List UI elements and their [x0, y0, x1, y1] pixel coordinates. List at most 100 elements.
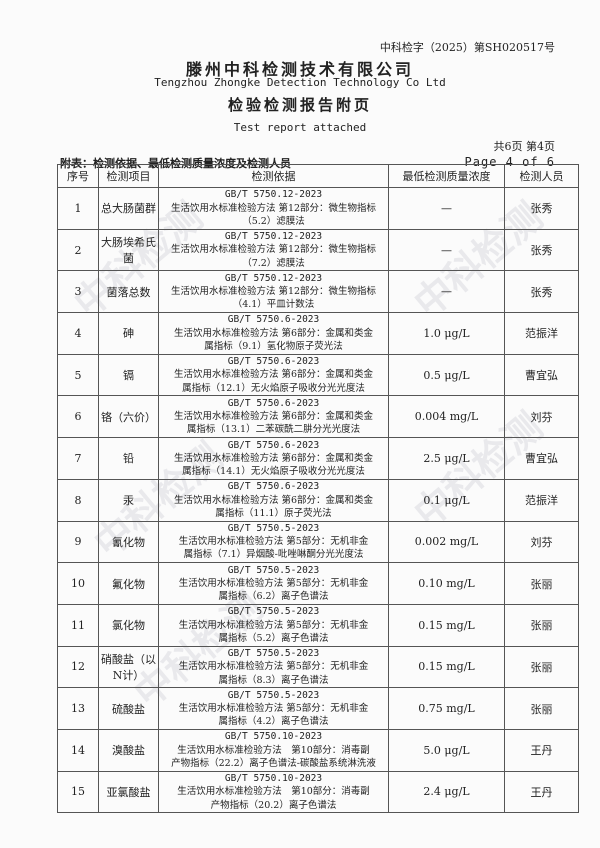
method-line-1: 生活饮用水标准检验方法 第5部分：无机非金 — [178, 536, 369, 548]
test-item: 硫酸盐 — [98, 687, 159, 730]
page-title: 检验检测报告附页 — [227, 96, 372, 114]
method-line-2: 属指标（8.3）离子色谱法 — [218, 674, 329, 686]
detection-limit: 2.5 μg/L — [388, 437, 505, 480]
company-name-en: Tengzhou Zhongke Detection Technology Co… — [154, 76, 446, 89]
table-row: 13 硫酸盐 GB/T 5750.5-2023 生活饮用水标准检验方法 第5部分：无机… — [57, 687, 579, 730]
standard-code: GB/T 5750.5-2023 — [227, 564, 320, 576]
tester: 王丹 — [504, 770, 579, 814]
test-basis: GB/T 5750.5-2023 生活饮用水标准检验方法 第5部分：无机非金 属指标… — [158, 562, 389, 605]
table-row: 6 铬（六价） GB/T 5750.6-2023 生活饮用水标准检验方法 第6部分：金… — [57, 395, 579, 439]
standard-code: GB/T 5750.5-2023 — [227, 689, 320, 701]
tester: 张秀 — [504, 270, 579, 314]
detection-limit: — — [388, 270, 505, 314]
test-item: 大肠埃希氏菌 — [98, 228, 159, 272]
tester: 张秀 — [504, 228, 579, 272]
tester: 张丽 — [504, 645, 579, 689]
tester: 张秀 — [504, 187, 579, 230]
method-line-2: 产物指标（20.2）离子色谱法 — [210, 799, 337, 811]
test-basis: GB/T 5750.5-2023 生活饮用水标准检验方法 第5部分：无机非金 属指标… — [158, 687, 389, 730]
method-line-1: 生活饮用水标准检验方法 第10部分：消毒副 — [177, 744, 370, 756]
header-limit: 最低检测质量浓度 — [388, 164, 505, 188]
table-row: 1 总大肠菌群 GB/T 5750.12-2023 生活饮用水标准检验方法 第12部分… — [57, 187, 579, 230]
test-basis: GB/T 5750.5-2023 生活饮用水标准检验方法 第5部分：无机非金 属指标… — [158, 520, 389, 564]
row-number: 3 — [57, 270, 99, 314]
standard-code: GB/T 5750.6-2023 — [227, 397, 320, 409]
table-row: 9 氰化物 GB/T 5750.5-2023 生活饮用水标准检验方法 第5部分：无机非… — [57, 520, 579, 564]
test-item: 硝酸盐（以N计） — [98, 645, 159, 689]
test-item: 铬（六价） — [98, 395, 159, 439]
header-item: 检测项目 — [98, 164, 159, 188]
table-row: 5 镉 GB/T 5750.6-2023 生活饮用水标准检验方法 第6部分：金属和类金… — [57, 353, 579, 397]
tester: 曹宜弘 — [504, 353, 579, 397]
test-item: 汞 — [98, 478, 159, 522]
tester: 张丽 — [504, 603, 579, 647]
table-row: 10 氟化物 GB/T 5750.5-2023 生活饮用水标准检验方法 第5部分：无机… — [57, 562, 579, 605]
test-basis: GB/T 5750.5-2023 生活饮用水标准检验方法 第5部分：无机非金 属指标… — [158, 603, 389, 647]
standard-code: GB/T 5750.6-2023 — [227, 439, 320, 451]
row-number: 12 — [57, 645, 99, 689]
method-line-1: 生活饮用水标准检验方法 第6部分：金属和类金 — [173, 369, 374, 381]
method-line-1: 生活饮用水标准检验方法 第5部分：无机非金 — [178, 661, 369, 673]
page-title-en: Test report attached — [233, 121, 367, 134]
standard-code: GB/T 5750.6-2023 — [227, 481, 320, 493]
standard-code: GB/T 5750.5-2023 — [227, 606, 320, 618]
standard-code: GB/T 5750.12-2023 — [224, 189, 323, 201]
tester: 王丹 — [504, 728, 579, 772]
table-row: 3 菌落总数 GB/T 5750.12-2023 生活饮用水标准检验方法 第12部分：… — [57, 270, 579, 314]
test-item: 铅 — [98, 437, 159, 480]
test-item: 氟化物 — [98, 562, 159, 605]
tester: 张丽 — [504, 687, 579, 730]
method-line-2: （4.1）平皿计数法 — [232, 299, 315, 311]
method-line-1: 生活饮用水标准检验方法 第6部分：金属和类金 — [173, 494, 374, 506]
detection-limit: 2.4 μg/L — [388, 770, 505, 814]
method-line-1: 生活饮用水标准检验方法 第5部分：无机非金 — [178, 619, 369, 631]
row-number: 1 — [57, 187, 99, 230]
table-row: 2 大肠埃希氏菌 GB/T 5750.12-2023 生活饮用水标准检验方法 第12部… — [57, 228, 579, 272]
table-row: 11 氯化物 GB/T 5750.5-2023 生活饮用水标准检验方法 第5部分：无机… — [57, 603, 579, 647]
tester: 刘芬 — [504, 395, 579, 439]
method-line-2: 属指标（13.1）二苯碳酰二肼分光光度法 — [186, 424, 361, 436]
tester: 范振洋 — [504, 312, 579, 355]
test-basis: GB/T 5750.5-2023 生活饮用水标准检验方法 第5部分：无机非金 属指标… — [158, 645, 389, 689]
test-basis: GB/T 5750.12-2023 生活饮用水标准检验方法 第12部分：微生物指标… — [158, 270, 389, 314]
test-item: 氰化物 — [98, 520, 159, 564]
test-item: 镉 — [98, 353, 159, 397]
row-number: 6 — [57, 395, 99, 439]
table-row: 15 亚氯酸盐 GB/T 5750.10-2023 生活饮用水标准检验方法 第10部分… — [57, 770, 579, 814]
standard-code: GB/T 5750.10-2023 — [224, 731, 323, 743]
method-line-1: 生活饮用水标准检验方法 第6部分：金属和类金 — [173, 452, 374, 464]
test-basis: GB/T 5750.6-2023 生活饮用水标准检验方法 第6部分：金属和类金 属指… — [158, 312, 389, 355]
test-basis: GB/T 5750.12-2023 生活饮用水标准检验方法 第12部分：微生物指标… — [158, 187, 389, 230]
detection-limit: 5.0 μg/L — [388, 728, 505, 772]
test-item: 菌落总数 — [98, 270, 159, 314]
method-line-2: 属指标（11.1）原子荧光法 — [215, 507, 332, 519]
test-item: 总大肠菌群 — [98, 187, 159, 230]
detection-limit: 0.75 mg/L — [388, 687, 505, 730]
method-line-2: 属指标（5.2）离子色谱法 — [218, 632, 329, 644]
row-number: 10 — [57, 562, 99, 605]
row-number: 7 — [57, 437, 99, 480]
method-line-2: 属指标（12.1）无火焰原子吸收分光光度法 — [182, 382, 365, 394]
method-line-1: 生活饮用水标准检验方法 第6部分：金属和类金 — [173, 327, 374, 339]
method-line-1: 生活饮用水标准检验方法 第5部分：无机非金 — [178, 702, 369, 714]
test-basis: GB/T 5750.6-2023 生活饮用水标准检验方法 第6部分：金属和类金 属指… — [158, 478, 389, 522]
method-line-2: 属指标（6.2）离子色谱法 — [218, 591, 329, 603]
test-basis: GB/T 5750.12-2023 生活饮用水标准检验方法 第12部分：微生物指标… — [158, 228, 389, 272]
detection-limit: 1.0 μg/L — [388, 312, 505, 355]
header-person: 检测人员 — [504, 164, 579, 188]
detection-limit: 0.004 mg/L — [388, 395, 505, 439]
tester: 张丽 — [504, 562, 579, 605]
method-line-2: 属指标（14.1）无火焰原子吸收分光光度法 — [182, 466, 365, 478]
detection-limit: 0.10 mg/L — [388, 562, 505, 605]
detection-limit: — — [388, 187, 505, 230]
method-line-1: 生活饮用水标准检验方法 第12部分：微生物指标 — [170, 202, 377, 214]
tester: 范振洋 — [504, 478, 579, 522]
method-line-2: 属指标（7.1）异烟酸-吡唑啉酮分光光度法 — [183, 549, 364, 561]
table-row: 14 溴酸盐 GB/T 5750.10-2023 生活饮用水标准检验方法 第10部分：… — [57, 728, 579, 772]
header-no: 序号 — [57, 164, 99, 188]
method-line-1: 生活饮用水标准检验方法 第6部分：金属和类金 — [173, 411, 374, 423]
document-number: 中科检字（2025）第SH020517号 — [379, 41, 555, 54]
method-line-2: 属指标（4.2）离子色谱法 — [218, 716, 329, 728]
standard-code: GB/T 5750.12-2023 — [224, 231, 323, 243]
standard-code: GB/T 5750.12-2023 — [224, 272, 323, 284]
